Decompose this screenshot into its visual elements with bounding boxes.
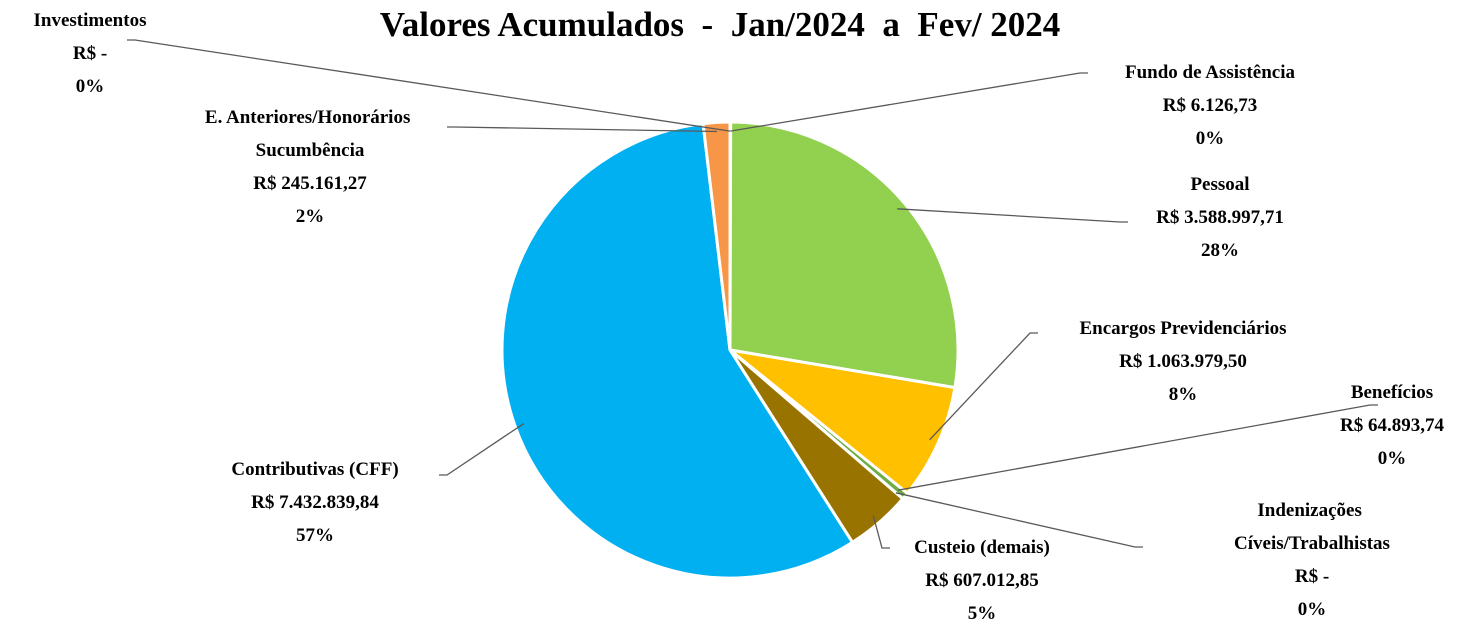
leader-line bbox=[897, 404, 1378, 491]
leader-line bbox=[730, 72, 1088, 132]
data-label-percent: 8% bbox=[1169, 384, 1198, 405]
data-label-percent: 2% bbox=[296, 206, 325, 227]
leader-line bbox=[895, 492, 1143, 548]
data-label-name: E. Anteriores/Honorários Sucumbência bbox=[205, 107, 415, 161]
leader-line bbox=[447, 126, 718, 133]
data-label-percent: 28% bbox=[1201, 240, 1239, 261]
data-label-percent: 0% bbox=[1378, 448, 1407, 469]
data-label-value: R$ 6.126,73 bbox=[1163, 95, 1257, 116]
data-label-name: Investimentos bbox=[34, 10, 147, 31]
data-label-value: R$ - bbox=[1295, 566, 1329, 587]
data-label-name: Benefícios bbox=[1351, 382, 1433, 403]
data-label-percent: 5% bbox=[968, 603, 997, 620]
data-label-value: R$ 64.893,74 bbox=[1340, 415, 1444, 436]
chart-title: Valores Acumulados - Jan/2024 a Fev/ 202… bbox=[380, 5, 1061, 44]
data-label-percent: 57% bbox=[296, 525, 334, 546]
data-label-value: R$ 607.012,85 bbox=[925, 570, 1038, 591]
pie-slice bbox=[728, 120, 960, 390]
data-label-name: Contributivas (CFF) bbox=[231, 459, 398, 480]
data-label-percent: 0% bbox=[1196, 128, 1225, 149]
pie-slice bbox=[724, 347, 957, 496]
data-label-name: Encargos Previdenciários bbox=[1079, 318, 1286, 339]
data-label-percent: 0% bbox=[1298, 599, 1327, 620]
leader-line bbox=[929, 332, 1038, 441]
data-label-name: Pessoal bbox=[1190, 174, 1249, 195]
leader-line bbox=[872, 515, 890, 549]
leader-line bbox=[127, 39, 731, 132]
leader-line bbox=[897, 208, 1128, 223]
data-label-value: R$ 1.063.979,50 bbox=[1119, 351, 1247, 372]
data-label-value: R$ 7.432.839,84 bbox=[251, 492, 379, 513]
data-label-value: R$ 245.161,27 bbox=[253, 173, 367, 194]
data-label-percent: 0% bbox=[76, 76, 105, 97]
data-label-name: Indenizações Cíveis/Trabalhistas bbox=[1234, 500, 1390, 554]
data-label-name: Custeio (demais) bbox=[914, 537, 1050, 558]
pie-slice bbox=[500, 121, 855, 580]
data-label-value: R$ - bbox=[73, 43, 107, 64]
data-label-name: Fundo de Assistência bbox=[1125, 62, 1295, 83]
leader-line bbox=[439, 422, 525, 476]
data-label-value: R$ 3.588.997,71 bbox=[1156, 207, 1284, 228]
